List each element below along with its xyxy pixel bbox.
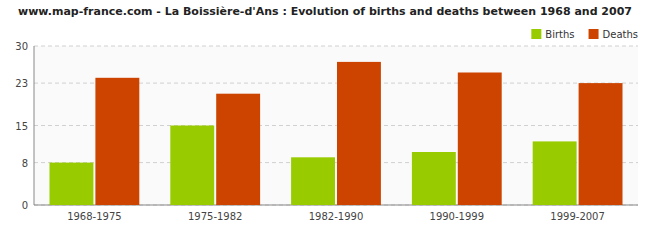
y-tick-label: 23 <box>15 78 28 89</box>
bar <box>216 94 260 205</box>
y-tick-label: 0 <box>22 200 28 211</box>
x-tick-label: 1982-1990 <box>309 211 364 222</box>
background <box>0 0 650 229</box>
x-tick-label: 1990-1999 <box>430 211 485 222</box>
grid-line <box>34 46 638 47</box>
bar <box>458 73 502 206</box>
legend-item: Deaths <box>589 29 638 40</box>
legend-label: Deaths <box>603 29 638 40</box>
x-tick-label: 1968-1975 <box>67 211 122 222</box>
y-axis: 0 8 15 23 30 <box>15 41 638 211</box>
title: www.map-france.com - La Boissière-d'Ans … <box>18 5 632 18</box>
legend-swatch <box>589 29 599 39</box>
y-tick-label: 15 <box>15 121 28 132</box>
bar <box>579 83 623 205</box>
plot-area <box>34 46 638 205</box>
x-tick-label: 1999-2007 <box>550 211 605 222</box>
legend-swatch <box>531 29 541 39</box>
y-tick-label: 30 <box>15 41 28 52</box>
bar <box>337 62 381 205</box>
bar <box>533 141 577 205</box>
x-tick-label: 1975-1982 <box>188 211 243 222</box>
bar <box>49 163 93 205</box>
legend: Births Deaths <box>531 29 638 40</box>
bar <box>412 152 456 205</box>
bar <box>95 78 139 205</box>
y-tick-label: 8 <box>22 158 28 169</box>
chart-container: www.map-france.com - La Boissière-d'Ans … <box>0 0 650 229</box>
legend-item: Births <box>531 29 574 40</box>
legend-label: Births <box>545 29 574 40</box>
bar <box>170 126 214 206</box>
chart-svg: www.map-france.com - La Boissière-d'Ans … <box>0 0 650 229</box>
bar <box>291 157 335 205</box>
y-axis-line <box>34 46 35 205</box>
x-axis: 1968-1975 1975-1982 1982-1990 1990-1999 1999… <box>67 211 605 222</box>
bars <box>49 62 622 205</box>
